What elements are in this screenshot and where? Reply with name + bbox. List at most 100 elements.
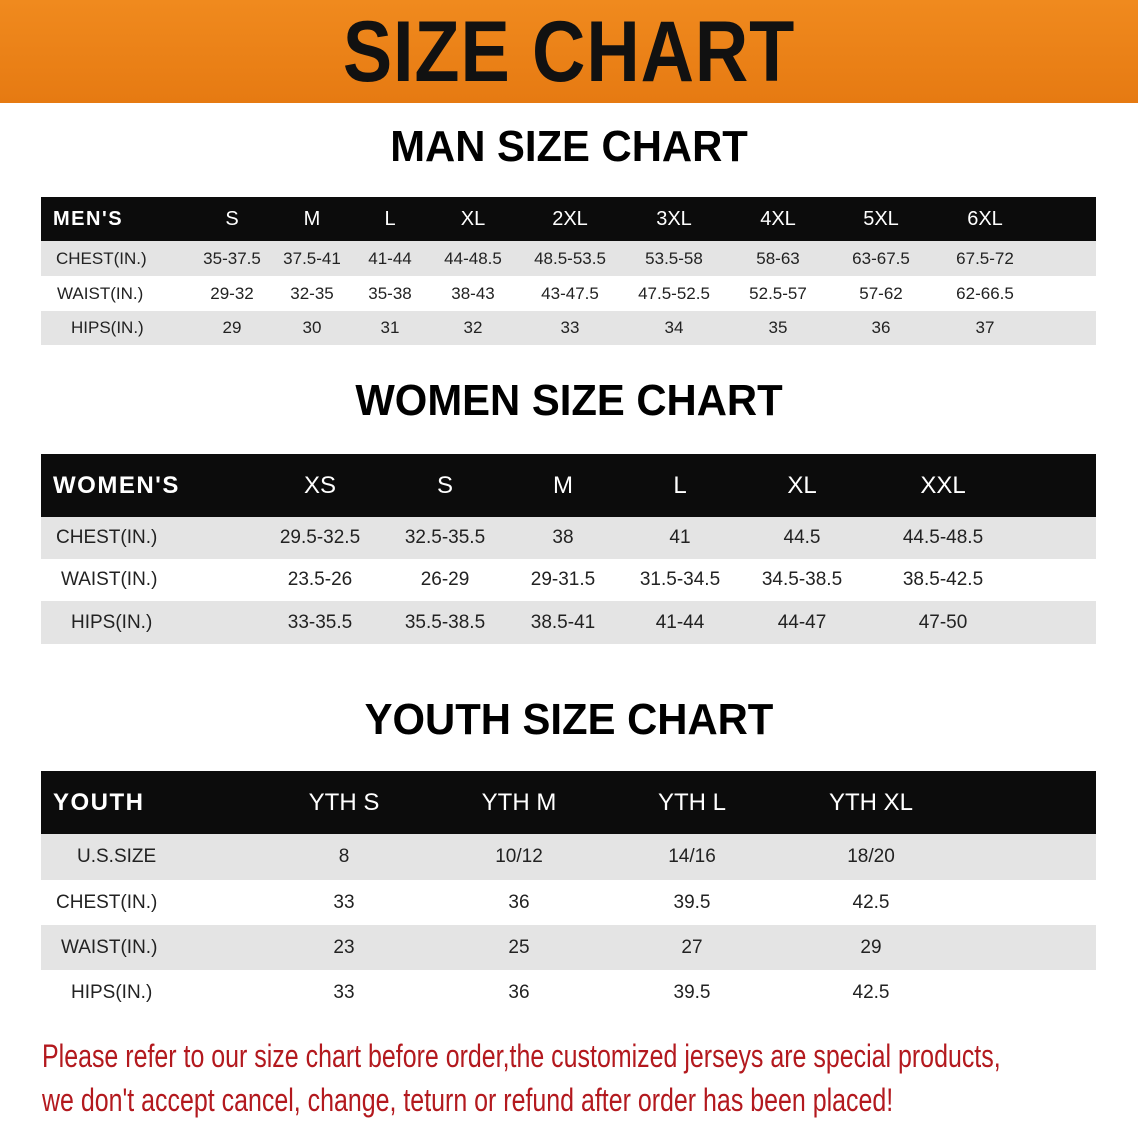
measurement-value: 23.5-26 [287, 569, 353, 590]
measurement-value: 32-35 [290, 283, 334, 303]
measurement-label: HIPS(IN.) [71, 318, 144, 337]
measurement-value: 44-48.5 [444, 248, 502, 268]
measurement-value: 34.5-38.5 [761, 569, 843, 590]
table-row: HIPS(IN.) 29 30 31 32 33 34 35 36 37 [41, 311, 1096, 345]
size-header-cell: YTH M [481, 788, 557, 816]
size-header-cell: 2XL [552, 207, 588, 230]
measurement-value: 26-29 [420, 569, 470, 590]
measurement-value: 36 [508, 981, 530, 1003]
measurement-value: 27 [681, 936, 703, 958]
measurement-value: 32 [463, 318, 483, 337]
measurement-value: 29 [222, 318, 242, 337]
measurement-value: 67.5-72 [956, 248, 1014, 268]
measurement-value: 47.5-52.5 [638, 283, 710, 303]
measurement-value: 41-44 [655, 611, 705, 633]
youth-section-title: YOUTH SIZE CHART [364, 695, 774, 744]
table-row: U.S.SIZE 8 10/12 14/16 18/20 [41, 834, 1096, 880]
table-row: CHEST(IN.) 33 36 39.5 42.5 [41, 880, 1096, 925]
table-row: WAIST(IN.) 23.5-26 26-29 29-31.5 31.5-34.5 34… [41, 559, 1096, 601]
measurement-value: 23 [333, 936, 355, 958]
banner-title: SIZE CHART [342, 4, 796, 100]
measurement-value: 42.5 [852, 891, 890, 913]
measurement-value: 63-67.5 [852, 248, 910, 268]
measurement-value: 35 [768, 318, 788, 337]
measurement-value: 39.5 [673, 981, 711, 1003]
size-header-cell: YTH S [308, 788, 380, 816]
measurement-value: 47-50 [918, 611, 968, 633]
measurement-value: 32.5-35.5 [404, 527, 486, 548]
measurement-value: 8 [338, 846, 350, 867]
measurement-value: 52.5-57 [749, 283, 807, 303]
header-row: YOUTH YTH S YTH M YTH L YTH XL [41, 771, 1096, 834]
size-header-cell: 5XL [863, 207, 899, 230]
measurement-value: 10/12 [495, 846, 543, 867]
measurement-label: CHEST(IN.) [56, 527, 158, 548]
measurement-label: WAIST(IN.) [61, 569, 158, 590]
banner: SIZE CHART [0, 0, 1138, 103]
measurement-value: 57-62 [859, 283, 903, 303]
measurement-value: 33 [333, 891, 355, 913]
measurement-label: CHEST(IN.) [56, 248, 147, 268]
measurement-value: 37 [975, 318, 995, 337]
measurement-value: 14/16 [668, 846, 716, 867]
measurement-value: 30 [302, 318, 322, 337]
size-header-cell: M [553, 471, 573, 499]
women-section-title: WOMEN SIZE CHART [355, 376, 783, 425]
measurement-value: 44.5 [783, 527, 821, 548]
size-header-cell: 4XL [760, 207, 796, 230]
size-header-cell: XL [460, 207, 486, 230]
measurement-value: 38 [552, 527, 574, 548]
notice-line-1: Please refer to our size chart before or… [42, 1038, 1001, 1074]
men-section-title: MAN SIZE CHART [390, 122, 748, 171]
measurement-value: 62-66.5 [956, 283, 1014, 303]
size-header-cell: YTH XL [828, 788, 914, 816]
size-header-cell: S [225, 207, 239, 230]
measurement-value: 33 [560, 318, 580, 337]
measurement-value: 33 [333, 981, 355, 1003]
measurement-value: 29-31.5 [530, 569, 596, 590]
measurement-value: 29 [860, 936, 882, 958]
size-header-cell: XL [787, 471, 817, 499]
table-row: WAIST(IN.) 29-32 32-35 35-38 38-43 43-47.5 47.… [41, 276, 1096, 311]
measurement-label: U.S.SIZE [77, 846, 157, 867]
table-title-cell: MEN'S [53, 207, 124, 230]
measurement-value: 58-63 [756, 248, 800, 268]
header-row: MEN'S S M L XL 2XL 3XL 4XL 5XL 6XL [41, 197, 1096, 241]
measurement-value: 44.5-48.5 [902, 527, 984, 548]
table-row: CHEST(IN.) 29.5-32.5 32.5-35.5 38 41 44.5 44.5… [41, 517, 1096, 559]
measurement-label: CHEST(IN.) [56, 891, 158, 913]
measurement-value: 44-47 [777, 611, 827, 633]
size-header-cell: 6XL [967, 207, 1003, 230]
measurement-value: 36 [508, 891, 530, 913]
measurement-value: 48.5-53.5 [534, 248, 606, 268]
table-title-cell: WOMEN'S [53, 471, 180, 499]
measurement-value: 38-43 [451, 283, 495, 303]
size-header-cell: L [384, 207, 396, 230]
size-header-cell: 3XL [656, 207, 692, 230]
measurement-value: 43-47.5 [541, 283, 599, 303]
table-row: CHEST(IN.) 35-37.5 37.5-41 41-44 44-48.5 48.5… [41, 241, 1096, 276]
notice-line-2: we don't accept cancel, change, teturn o… [42, 1082, 894, 1118]
measurement-value: 53.5-58 [645, 248, 703, 268]
table-title-cell: YOUTH [53, 788, 145, 816]
measurement-value: 35-37.5 [203, 248, 261, 268]
measurement-value: 35.5-38.5 [404, 611, 486, 633]
youth-size-table: YOUTH YTH S YTH M YTH L YTH XL U.S.SIZE 8 10/12… [41, 771, 1096, 1015]
measurement-value: 18/20 [847, 846, 895, 867]
measurement-value: 33-35.5 [287, 611, 353, 633]
measurement-value: 41-44 [368, 248, 412, 268]
measurement-value: 29-32 [210, 283, 254, 303]
size-header-cell: S [436, 471, 454, 499]
measurement-value: 39.5 [673, 891, 711, 913]
table-row: HIPS(IN.) 33-35.5 35.5-38.5 38.5-41 41-44 44-… [41, 601, 1096, 644]
size-header-cell: YTH L [657, 788, 727, 816]
measurement-value: 34 [664, 318, 684, 337]
header-row: WOMEN'S XS S M L XL XXL [41, 454, 1096, 517]
size-header-cell: L [673, 471, 687, 499]
measurement-value: 35-38 [368, 283, 412, 303]
measurement-value: 38.5-41 [530, 611, 596, 633]
measurement-label: WAIST(IN.) [61, 936, 158, 958]
measurement-value: 31 [380, 318, 400, 337]
measurement-label: WAIST(IN.) [57, 283, 144, 303]
measurement-label: HIPS(IN.) [71, 981, 153, 1003]
